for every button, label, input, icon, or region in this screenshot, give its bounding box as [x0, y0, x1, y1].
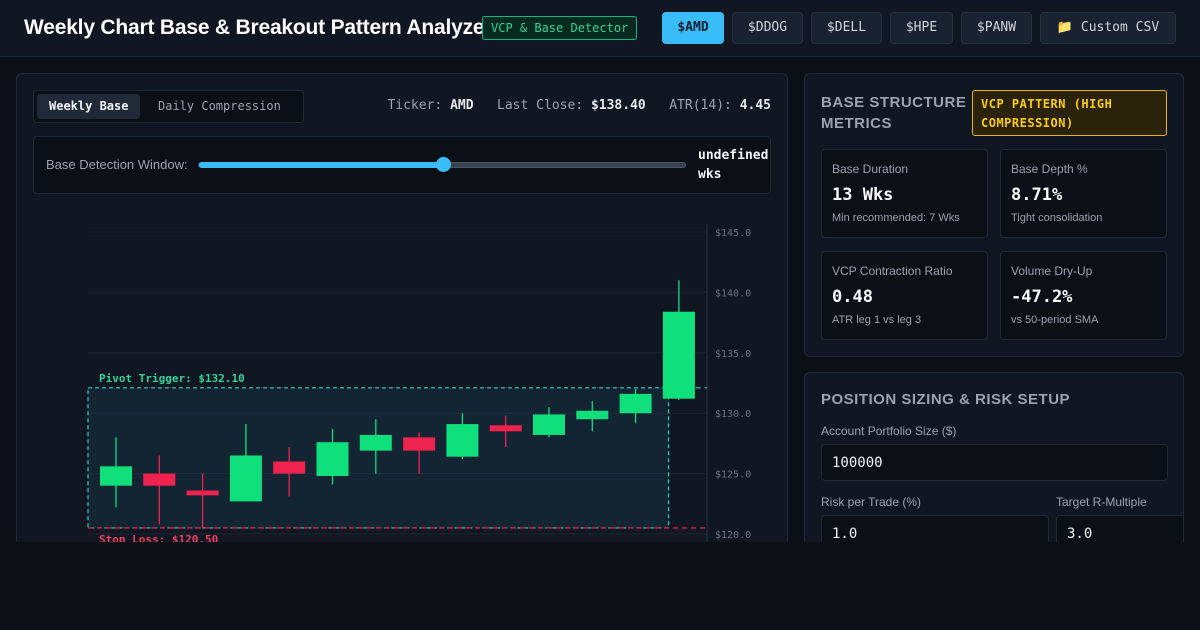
metric-label: Volume Dry-Up	[1011, 264, 1093, 278]
candle-body-down	[403, 437, 436, 451]
candle-body-up	[446, 424, 479, 457]
metric-label: Base Duration	[832, 162, 909, 176]
base-window-label: Base Detection Window:	[46, 157, 188, 172]
atr-label: ATR(14):	[669, 98, 732, 113]
portfolio-size-label: Account Portfolio Size ($)	[821, 424, 957, 438]
metric-sub: Tight consolidation	[1011, 212, 1103, 224]
pivot-label: Pivot Trigger: $132.10	[99, 372, 245, 385]
base-window-value: undefined wks	[698, 148, 769, 182]
metric-sub: Min recommended: 7 Wks	[832, 212, 960, 224]
ticker-label: Ticker:	[387, 98, 443, 113]
view-toggle: Weekly Base Daily Compression	[33, 90, 304, 123]
atr-value: 4.45	[739, 98, 771, 113]
custom-csv-button[interactable]: 📁 Custom CSV	[1040, 12, 1176, 44]
ticker-button-amd[interactable]: $AMD	[662, 12, 724, 44]
candle-body-up	[100, 466, 132, 486]
metric-sub: ATR leg 1 vs leg 3	[832, 314, 922, 326]
candle-body-up	[316, 442, 349, 477]
y-tick-label: $125.0	[715, 470, 751, 481]
ticker-value: AMD	[450, 98, 474, 113]
ticker-stats: Ticker: AMD Last Close: $138.40 ATR(14):…	[387, 98, 771, 113]
candle-body-up	[576, 410, 609, 420]
position-sizing-title: POSITION SIZING & RISK SETUP	[821, 391, 1071, 408]
metric-value: -47.2%	[1011, 287, 1073, 307]
last-close-label: Last Close:	[497, 98, 584, 113]
metrics-panel: BASE STRUCTURE METRICS VCP PATTERN (HIGH…	[804, 73, 1184, 357]
ticker-button-dell[interactable]: $DELL	[811, 12, 882, 44]
slider-thumb[interactable]	[436, 157, 451, 172]
chart-panel: Weekly Base Daily Compression Ticker: AM…	[16, 73, 788, 594]
viewport-bottom	[0, 542, 1200, 630]
risk-per-trade-label: Risk per Trade (%)	[821, 495, 922, 509]
metrics-title: BASE STRUCTURE METRICS	[821, 94, 967, 132]
ticker-button-panw[interactable]: $PANW	[961, 12, 1032, 44]
candle-body-down	[143, 473, 176, 486]
candlestick-chart: $120.0 $125.0 $130.0 $135.0 $140.0 $145.0 Pivo…	[87, 224, 751, 594]
pattern-badge: VCP PATTERN (HIGH COMPRESSION)	[972, 90, 1167, 136]
ticker-button-hpe[interactable]: $HPE	[890, 12, 953, 44]
y-tick-label: $120.0	[715, 530, 751, 541]
candle-body-up	[662, 311, 695, 399]
app-title: Weekly Chart Base & Breakout Pattern Ana…	[24, 16, 493, 39]
detector-badge: VCP & Base Detector	[482, 16, 638, 40]
candle-body-up	[619, 393, 652, 414]
slider-fill	[199, 162, 443, 168]
metric-card-base-duration: Base Duration 13 Wks Min recommended: 7 …	[821, 149, 988, 238]
y-tick-label: $140.0	[715, 288, 751, 299]
tab-daily-compression[interactable]: Daily Compression	[158, 99, 281, 113]
y-tick-label: $135.0	[715, 349, 751, 360]
last-close-value: $138.40	[590, 98, 646, 113]
candle-body-up	[229, 455, 262, 502]
candle-body-up	[533, 414, 565, 435]
tab-weekly-base[interactable]: Weekly Base	[37, 94, 141, 119]
base-window-slider[interactable]	[198, 157, 686, 172]
base-window-control: Base Detection Window: undefined wks	[33, 136, 771, 194]
metric-label: Base Depth %	[1011, 162, 1088, 176]
metric-card-base-depth: Base Depth % 8.71% Tight consolidation	[1000, 149, 1167, 238]
top-bar: Weekly Chart Base & Breakout Pattern Ana…	[0, 0, 1200, 57]
metric-sub: vs 50-period SMA	[1011, 314, 1099, 326]
metric-value: 13 Wks	[832, 185, 894, 205]
candle-body-down	[489, 425, 522, 432]
base-zone	[87, 387, 670, 529]
y-tick-label: $130.0	[715, 409, 751, 420]
y-tick-label: $145.0	[715, 228, 751, 239]
ticker-button-ddog[interactable]: $DDOG	[732, 12, 803, 44]
candle-body-up	[359, 434, 392, 451]
candle-body-down	[186, 490, 219, 496]
r-multiple-label: Target R-Multiple	[1056, 495, 1147, 509]
metric-card-vcp-ratio: VCP Contraction Ratio 0.48 ATR leg 1 vs …	[821, 251, 988, 340]
metric-value: 8.71%	[1011, 185, 1063, 205]
portfolio-size-input[interactable]: 100000	[821, 444, 1168, 481]
candle-body-down	[273, 461, 306, 474]
metric-card-volume-dryup: Volume Dry-Up -47.2% vs 50-period SMA	[1000, 251, 1167, 340]
metric-label: VCP Contraction Ratio	[832, 264, 953, 278]
metric-value: 0.48	[832, 287, 873, 307]
